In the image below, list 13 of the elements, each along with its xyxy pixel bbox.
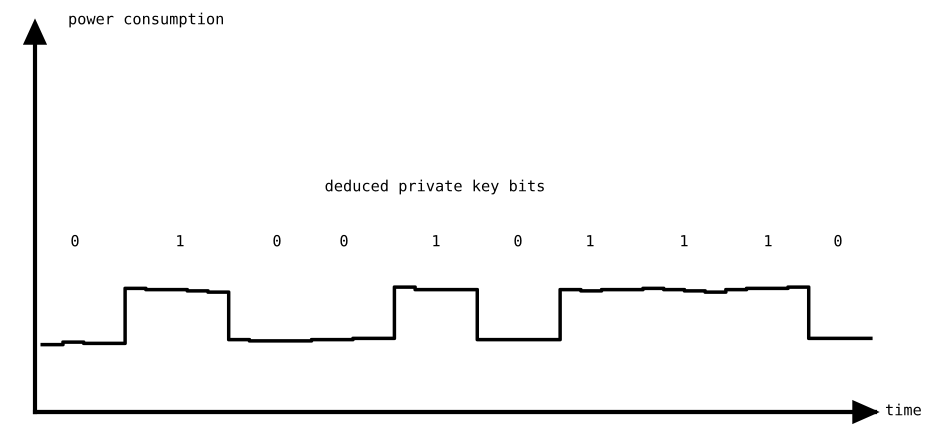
text: 0: [273, 234, 281, 246]
text: 0: [340, 234, 348, 246]
text: 1: [587, 235, 594, 246]
text: power consumption: [69, 12, 224, 28]
text: 0: [71, 234, 79, 246]
text: 1: [433, 235, 440, 246]
x-axis-title: time: [886, 404, 921, 416]
text: 1: [765, 235, 772, 246]
text: 1: [177, 235, 184, 246]
text: deduced private key bits: [326, 180, 544, 194]
text: 0: [834, 234, 842, 246]
text: 1: [681, 235, 688, 246]
text: 0: [514, 234, 522, 246]
